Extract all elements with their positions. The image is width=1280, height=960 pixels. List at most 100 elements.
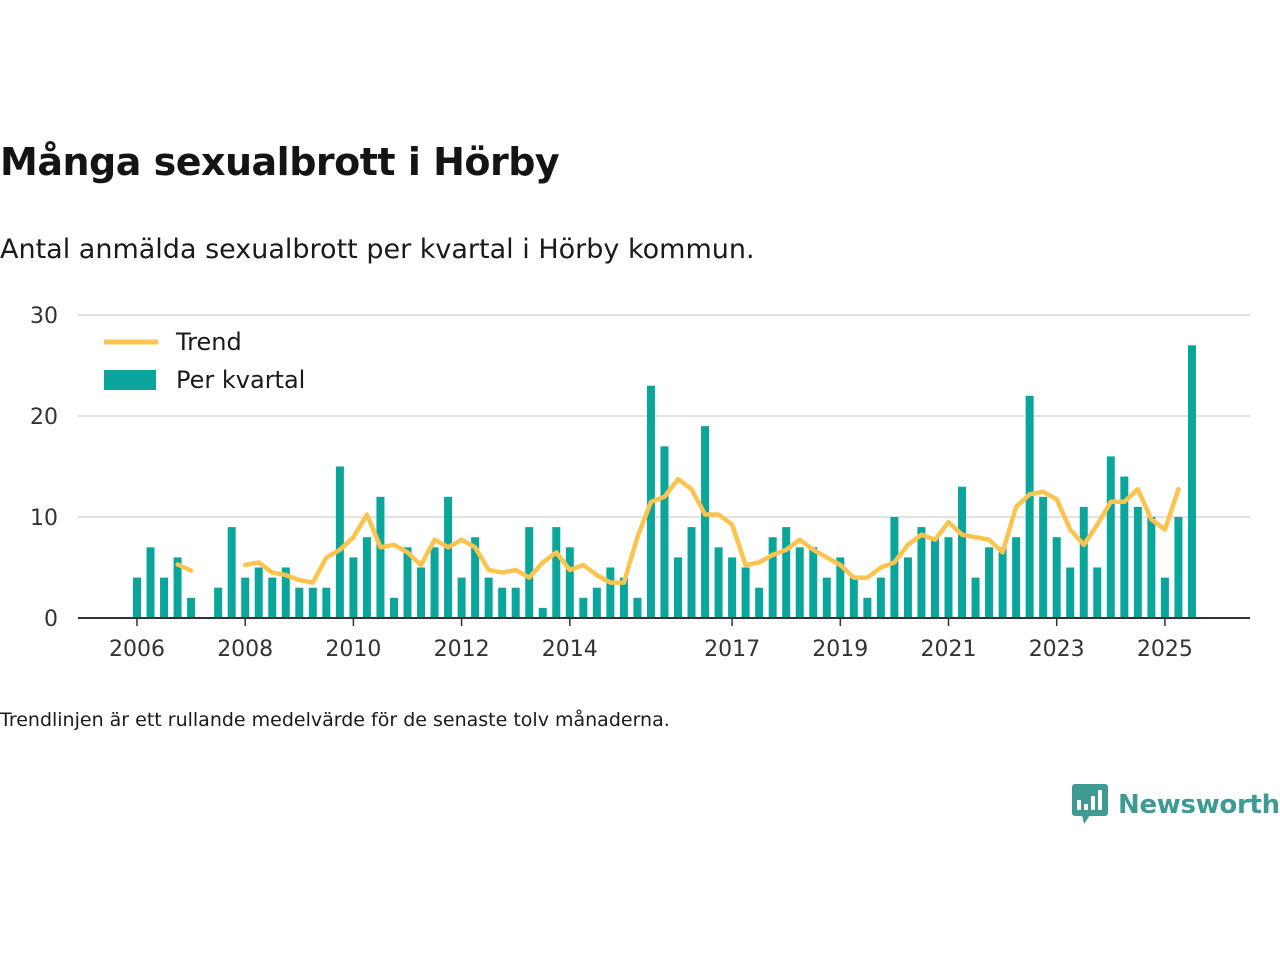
y-tick-label: 20 xyxy=(30,405,58,430)
bar xyxy=(268,577,277,618)
chart-title: Många sexualbrott i Hörby xyxy=(0,140,560,184)
bar xyxy=(1052,537,1061,618)
x-tick-label: 2017 xyxy=(704,637,760,662)
bar xyxy=(457,577,466,618)
bar xyxy=(998,547,1007,618)
trend-line-segment xyxy=(175,562,194,573)
bar xyxy=(241,577,250,618)
bar xyxy=(619,577,628,618)
bar xyxy=(1012,537,1021,618)
bar xyxy=(511,587,520,618)
bar xyxy=(606,567,615,618)
bar xyxy=(1147,517,1156,618)
bar xyxy=(417,567,426,618)
bar xyxy=(633,597,642,618)
bar xyxy=(322,587,331,618)
footnote: Trendlinjen är ett rullande medelvärde f… xyxy=(0,709,670,731)
brand-logo[interactable]: Newsworthy xyxy=(1072,784,1280,826)
bar xyxy=(741,567,750,618)
bar xyxy=(728,557,737,618)
bar xyxy=(1174,517,1183,618)
bar xyxy=(958,486,967,618)
legend-bars-label: Per kvartal xyxy=(176,366,305,394)
bar xyxy=(133,577,141,618)
bar xyxy=(768,537,777,618)
bar xyxy=(335,466,344,618)
bar xyxy=(579,597,588,618)
bar xyxy=(444,496,453,618)
bar xyxy=(903,557,912,618)
bar xyxy=(538,607,547,618)
bar xyxy=(944,537,953,618)
x-tick-label: 2023 xyxy=(1029,637,1085,662)
legend-trend-label: Trend xyxy=(175,328,242,356)
y-tick-label: 10 xyxy=(30,506,58,531)
brand-name: Newsworthy xyxy=(1118,790,1280,820)
x-tick-label: 2006 xyxy=(109,637,165,662)
bar xyxy=(146,547,155,618)
bar xyxy=(1187,345,1196,618)
bar xyxy=(295,587,304,618)
bar xyxy=(795,547,804,618)
bar xyxy=(930,537,939,618)
bar xyxy=(471,537,480,618)
bar xyxy=(308,587,317,618)
bar xyxy=(376,496,385,618)
bar xyxy=(349,557,358,618)
axes: 0 10 20 30 2006 2008 2010 2012 2014 2017 2019 2021 2… xyxy=(30,304,1250,662)
x-tick-label: 2008 xyxy=(217,637,273,662)
bar xyxy=(714,547,723,618)
bar xyxy=(227,527,236,618)
x-tick-label: 2021 xyxy=(921,637,977,662)
bar xyxy=(160,577,169,618)
legend: Trend Per kvartal xyxy=(104,328,305,394)
bar xyxy=(1079,506,1088,618)
bar xyxy=(863,597,872,618)
bar xyxy=(173,557,182,618)
bar xyxy=(809,547,818,618)
bar xyxy=(281,567,290,618)
bar xyxy=(565,547,574,618)
bar xyxy=(389,597,398,618)
bar xyxy=(1025,395,1034,618)
bar xyxy=(1133,506,1142,618)
bar xyxy=(1120,476,1129,618)
bar xyxy=(674,557,682,618)
bar xyxy=(687,527,696,618)
bar xyxy=(525,527,534,618)
bar xyxy=(430,547,439,618)
bar-chart-bubble-icon xyxy=(1072,784,1108,824)
bar xyxy=(849,577,858,618)
bar xyxy=(1066,567,1075,618)
bar xyxy=(660,446,669,618)
bar xyxy=(187,597,196,618)
bar xyxy=(214,587,223,618)
bar xyxy=(362,537,371,618)
bar xyxy=(403,547,412,618)
y-tick-label: 30 xyxy=(30,304,58,329)
bar xyxy=(254,567,263,618)
bar xyxy=(1039,496,1048,618)
bar xyxy=(755,587,764,618)
bar xyxy=(985,547,994,618)
x-tick-label: 2010 xyxy=(325,637,381,662)
trend-line-segment xyxy=(242,476,1181,585)
bar xyxy=(592,587,601,618)
bar xyxy=(1160,577,1169,618)
x-tick-label: 2012 xyxy=(434,637,490,662)
bar xyxy=(890,517,899,618)
bar xyxy=(971,577,980,618)
bar xyxy=(917,527,926,618)
bar xyxy=(876,577,885,618)
bar-series xyxy=(133,345,1196,618)
trend-series xyxy=(175,476,1181,585)
chart: 0 10 20 30 2006 2008 2010 2012 2014 2017 2019 2021 2… xyxy=(30,304,1250,662)
x-tick-label: 2025 xyxy=(1137,637,1193,662)
bar xyxy=(782,527,791,618)
x-tick-label: 2014 xyxy=(542,637,598,662)
chart-subtitle: Antal anmälda sexualbrott per kvartal i … xyxy=(0,234,755,265)
bar xyxy=(701,426,710,618)
x-tick-label: 2019 xyxy=(812,637,868,662)
bar xyxy=(498,587,507,618)
y-tick-label: 0 xyxy=(44,607,58,632)
